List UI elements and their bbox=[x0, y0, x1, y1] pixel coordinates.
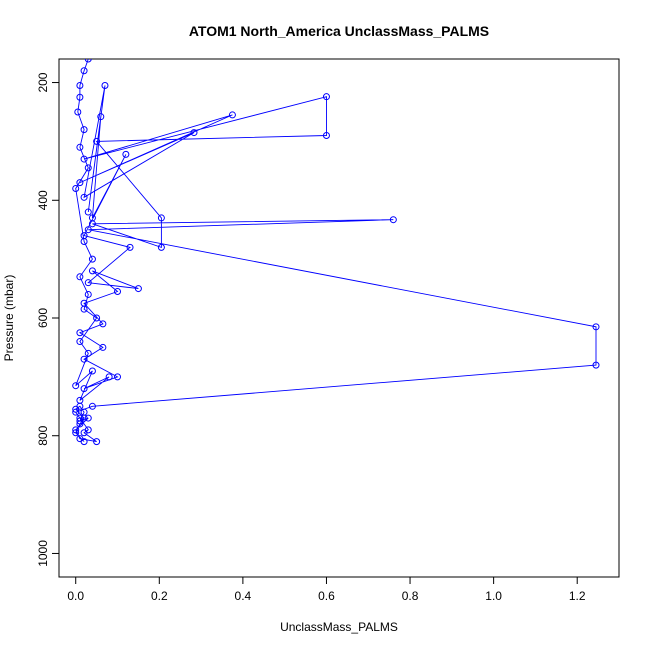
y-axis: 200 400 600 800 1000 bbox=[36, 72, 59, 567]
data-point bbox=[157, 214, 165, 222]
x-tick-label: 1.0 bbox=[485, 589, 502, 603]
data-point bbox=[157, 243, 165, 251]
data-point bbox=[84, 414, 92, 422]
data-point bbox=[190, 129, 198, 137]
data-point bbox=[84, 290, 92, 298]
data-point bbox=[88, 402, 96, 410]
series-line bbox=[74, 59, 597, 443]
data-point bbox=[74, 108, 82, 116]
data-point bbox=[93, 438, 101, 446]
data-point bbox=[76, 396, 84, 404]
data-point bbox=[89, 44, 95, 50]
data-point bbox=[592, 361, 600, 369]
data-point bbox=[322, 93, 330, 101]
data-point bbox=[76, 179, 84, 187]
data-point bbox=[76, 329, 84, 337]
data-point bbox=[99, 320, 107, 328]
data-point bbox=[84, 426, 92, 434]
plot-area bbox=[72, 44, 600, 446]
data-point bbox=[122, 150, 130, 158]
data-point bbox=[134, 285, 142, 293]
data-point bbox=[228, 111, 236, 119]
data-point bbox=[84, 59, 92, 63]
data-point bbox=[80, 237, 88, 245]
y-tick-label: 800 bbox=[36, 425, 50, 445]
data-point bbox=[76, 414, 84, 422]
y-tick-label: 400 bbox=[36, 190, 50, 210]
x-tick-label: 0.8 bbox=[402, 589, 419, 603]
data-point bbox=[99, 343, 107, 351]
data-point bbox=[76, 417, 84, 425]
y-tick-label: 600 bbox=[36, 308, 50, 328]
data-point bbox=[126, 243, 134, 251]
data-point bbox=[93, 137, 101, 145]
data-point bbox=[114, 373, 122, 381]
plot-frame bbox=[58, 58, 620, 578]
data-point bbox=[84, 349, 92, 357]
x-tick-label: 1.2 bbox=[569, 589, 586, 603]
data-point bbox=[389, 216, 397, 224]
data-point bbox=[76, 338, 84, 346]
data-point bbox=[80, 355, 88, 363]
data-point bbox=[322, 132, 330, 140]
data-point bbox=[80, 385, 88, 393]
x-tick-label: 0.4 bbox=[235, 589, 252, 603]
y-axis-label: Pressure (mbar) bbox=[2, 275, 16, 362]
data-point bbox=[80, 193, 88, 201]
data-point bbox=[80, 126, 88, 134]
data-point bbox=[93, 314, 101, 322]
data-point bbox=[101, 81, 109, 89]
data-point bbox=[76, 93, 84, 101]
data-point bbox=[88, 214, 96, 222]
x-tick-label: 0.2 bbox=[151, 589, 168, 603]
data-point bbox=[80, 155, 88, 163]
data-point bbox=[72, 426, 80, 434]
data-point bbox=[72, 382, 80, 390]
chart-title: ATOM1 North_America UnclassMass_PALMS bbox=[189, 23, 489, 39]
data-point bbox=[80, 67, 88, 75]
data-point bbox=[76, 81, 84, 89]
data-point bbox=[72, 408, 80, 416]
data-point bbox=[72, 429, 80, 437]
x-tick-label: 0.6 bbox=[318, 589, 335, 603]
data-point bbox=[76, 435, 84, 443]
y-tick-label: 200 bbox=[36, 72, 50, 92]
x-axis: 0.0 0.2 0.4 0.6 0.8 1.0 1.2 bbox=[67, 577, 586, 603]
y-tick-label: 1000 bbox=[36, 540, 50, 567]
data-point bbox=[97, 113, 105, 121]
data-point bbox=[84, 226, 92, 234]
x-axis-label: UnclassMass_PALMS bbox=[280, 620, 398, 634]
data-point bbox=[592, 323, 600, 331]
data-point bbox=[88, 267, 96, 275]
data-point bbox=[105, 373, 113, 381]
data-point bbox=[80, 305, 88, 313]
data-point bbox=[76, 143, 84, 151]
data-point bbox=[88, 255, 96, 263]
data-point bbox=[84, 164, 92, 172]
data-point bbox=[80, 408, 88, 416]
x-tick-label: 0.0 bbox=[67, 589, 84, 603]
data-point bbox=[76, 273, 84, 281]
data-point bbox=[84, 208, 92, 216]
data-point bbox=[72, 185, 80, 192]
data-point bbox=[114, 288, 122, 296]
data-point bbox=[84, 279, 92, 287]
data-point bbox=[88, 367, 96, 375]
